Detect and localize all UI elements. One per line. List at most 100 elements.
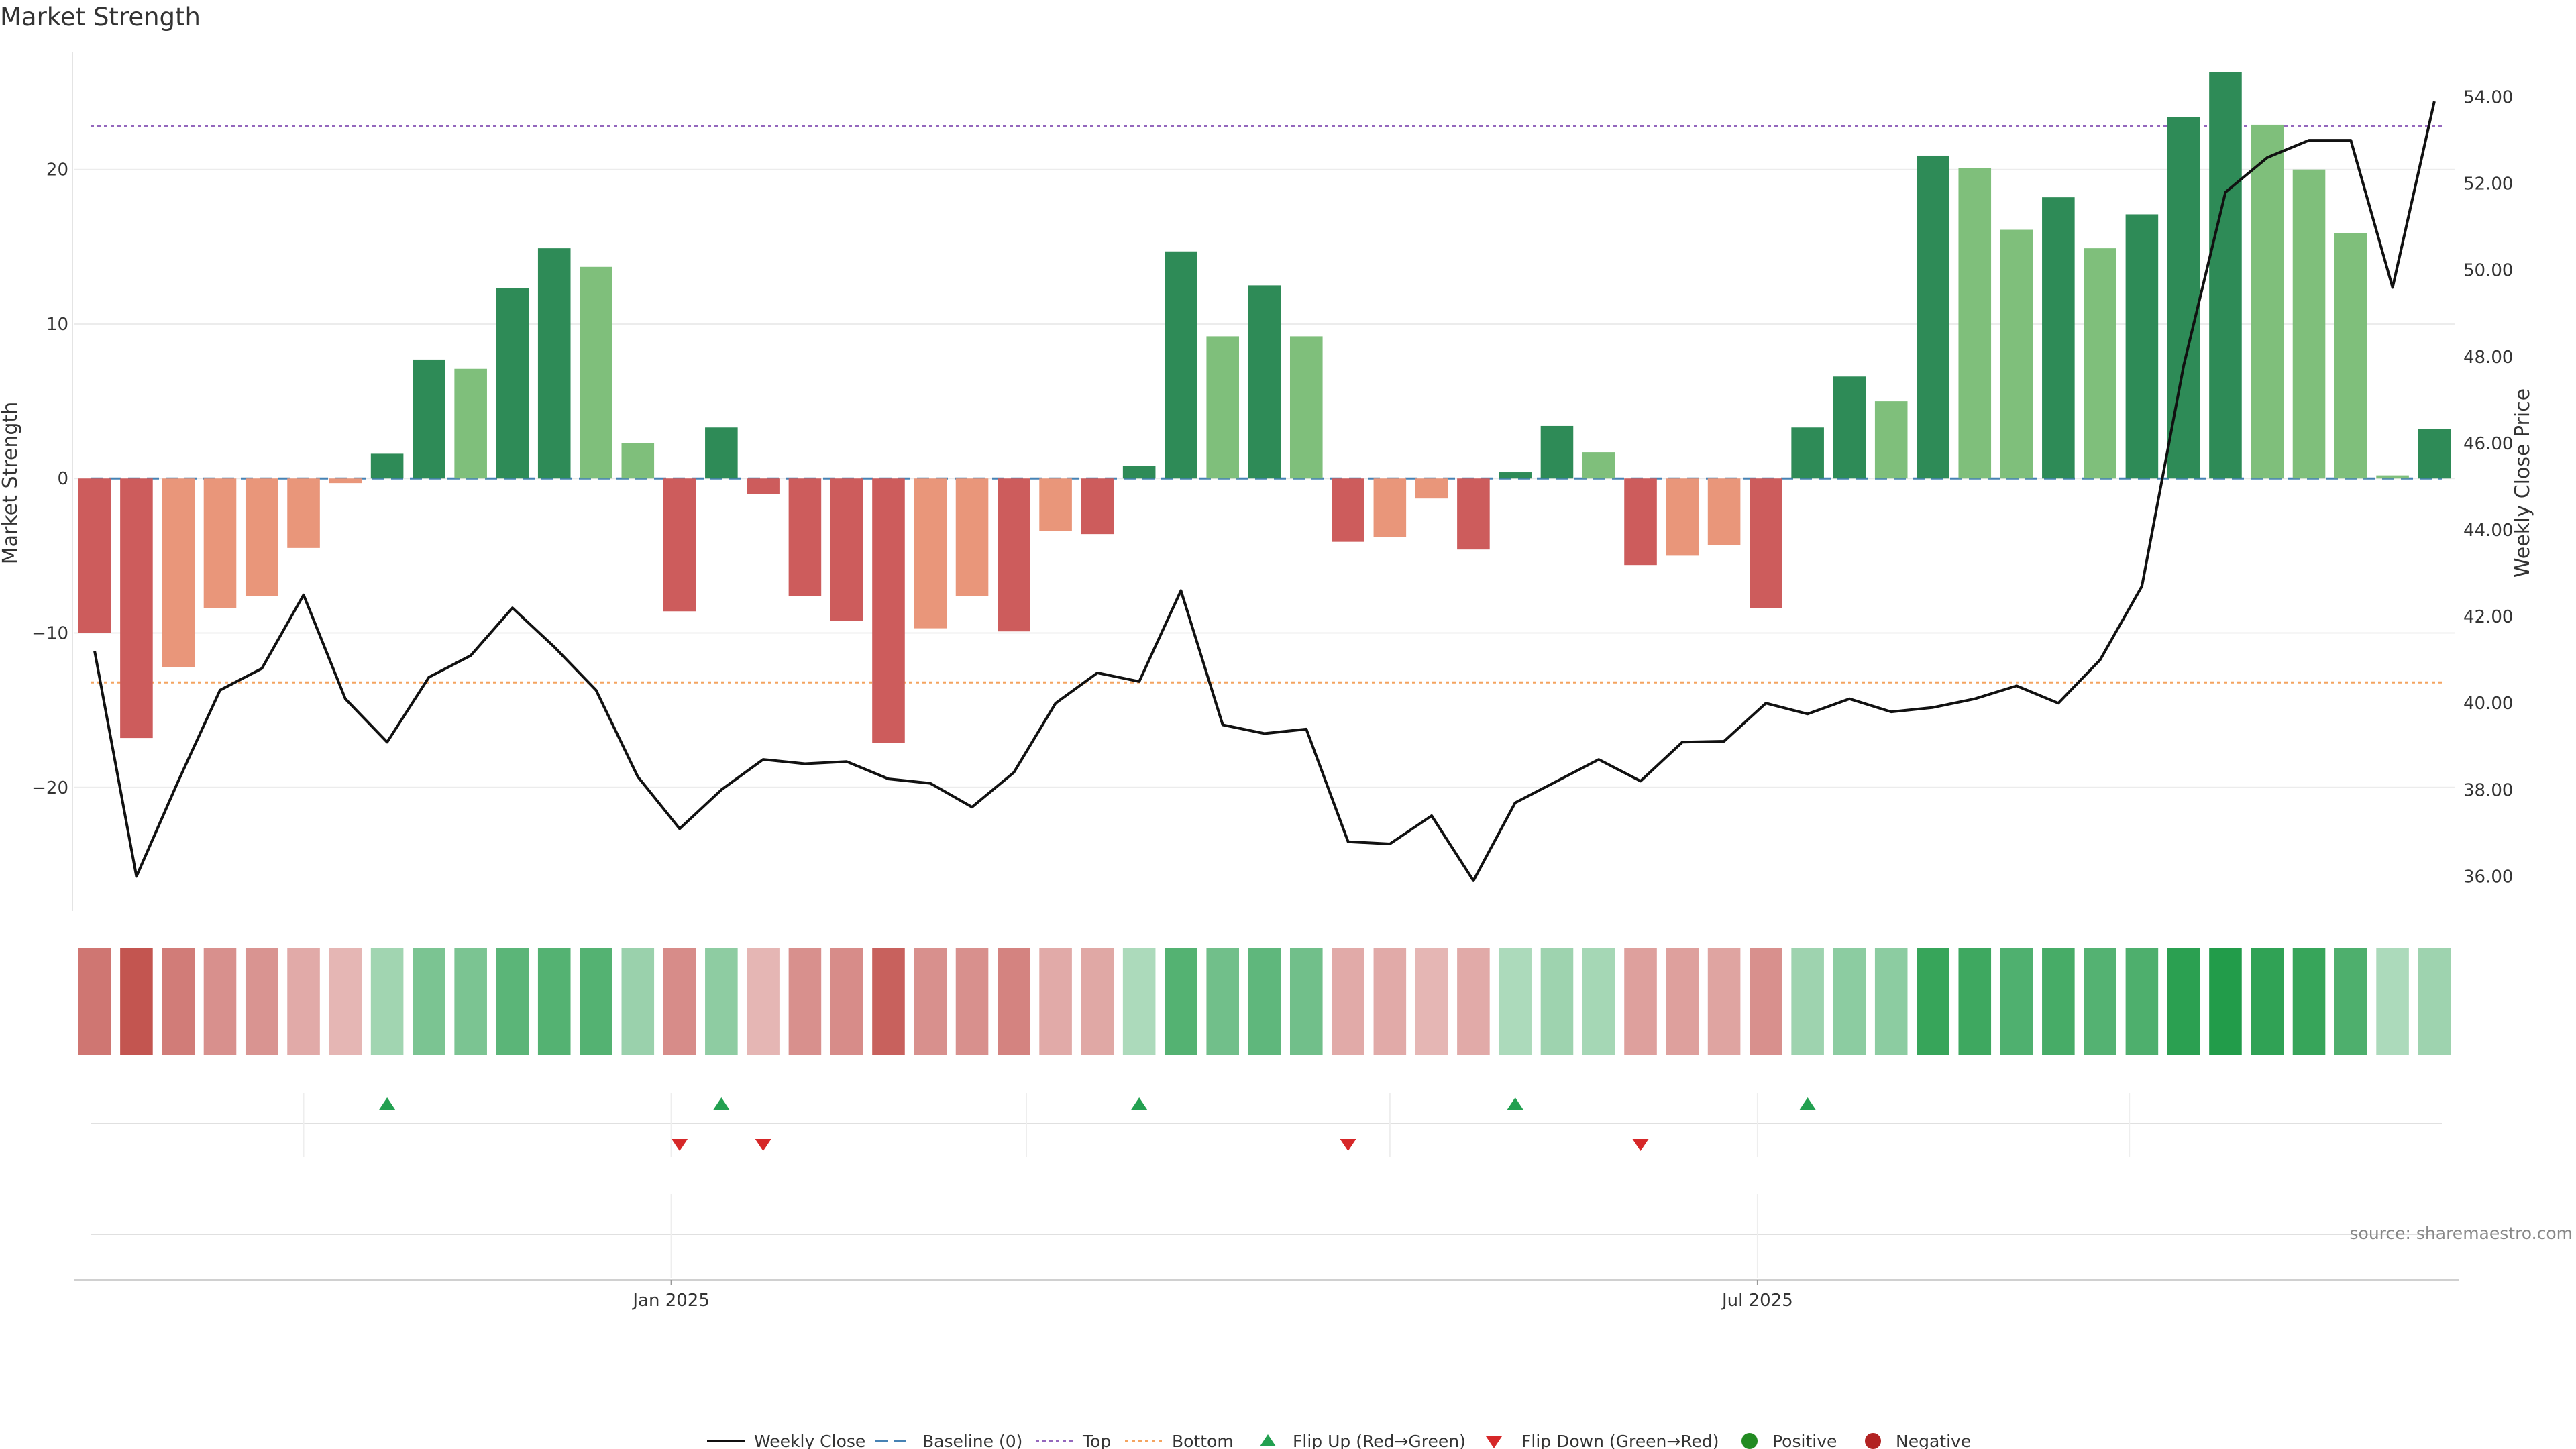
strength-band-cell (1457, 948, 1490, 1055)
legend-negative-swatch (1865, 1433, 1881, 1449)
flip-down-marker (1632, 1139, 1649, 1151)
strength-bar (580, 266, 612, 479)
strength-bar (287, 478, 320, 548)
strength-bar (788, 478, 822, 596)
strength-bar (2418, 429, 2451, 479)
strength-bar (162, 478, 195, 667)
strength-band-cell (1582, 948, 1615, 1055)
strength-band-cell (1289, 948, 1323, 1055)
strength-band-cell (2418, 948, 2451, 1055)
strength-bar (914, 478, 947, 629)
strength-bar (1917, 155, 1949, 479)
strength-bar (705, 427, 738, 479)
strength-bar (1750, 478, 1782, 608)
strength-bar (1540, 425, 1574, 479)
strength-band-cell (2334, 948, 2367, 1055)
strength-band-cell (1165, 948, 1197, 1055)
y2-tick-label: 48.00 (2463, 347, 2513, 368)
strength-bar (1248, 285, 1281, 479)
strength-band-cell (329, 948, 362, 1055)
x-tick-label: Jan 2025 (631, 1291, 710, 1311)
x-axis: Jan 2025 Jul 2025 (631, 1280, 1793, 1311)
strength-band-cell (2209, 948, 2242, 1055)
strength-bar (1499, 472, 1532, 479)
legend-bottom: Bottom (1172, 1432, 1234, 1449)
y2-tick-label: 40.00 (2463, 694, 2513, 714)
strength-band-cell (245, 948, 278, 1055)
strength-bar (2292, 169, 2326, 479)
strength-bar (2334, 233, 2367, 479)
strength-band-cell (1122, 948, 1156, 1055)
strength-band-cell (413, 948, 445, 1055)
strength-band-cell (370, 948, 404, 1055)
strength-band-cell (1540, 948, 1574, 1055)
strength-bar (1833, 376, 1866, 479)
source-note: source: sharemaestro.com (2350, 1224, 2573, 1243)
strength-band-cell (2000, 948, 2033, 1055)
strength-band-cell (955, 948, 989, 1055)
strength-band-cell (1499, 948, 1532, 1055)
y-tick-label: 10 (46, 315, 68, 335)
strength-bar (2376, 475, 2409, 479)
strength-bar (1039, 478, 1072, 531)
strength-band-cell (2125, 948, 2159, 1055)
strength-band-cell (2042, 948, 2075, 1055)
strength-band-cell (747, 948, 780, 1055)
strength-bar (1415, 478, 1448, 499)
flip-down-marker (755, 1139, 771, 1151)
legend-positive-swatch (1741, 1433, 1758, 1449)
y-tick-label: −10 (32, 624, 68, 644)
strength-bar (1624, 478, 1657, 566)
lower-panel (74, 1194, 2459, 1281)
strength-bar (1289, 336, 1323, 479)
strength-bar (2251, 124, 2284, 479)
flip-markers-panel (91, 1093, 2442, 1157)
strength-band-cell (1248, 948, 1281, 1055)
strength-bar (2084, 248, 2116, 479)
strength-band-cell (287, 948, 320, 1055)
strength-bar (1122, 466, 1156, 479)
flip-up-marker (713, 1097, 730, 1110)
strength-bar (663, 478, 696, 612)
strength-band-cell (1874, 948, 1908, 1055)
strength-bar (1666, 478, 1699, 556)
y2-tick-label: 36.00 (2463, 867, 2513, 887)
strength-band-cell (1707, 948, 1741, 1055)
strength-bar (78, 478, 111, 633)
strength-band-cell (1373, 948, 1407, 1055)
strength-band-cell (1081, 948, 1114, 1055)
strength-band-cell (1624, 948, 1657, 1055)
strength-bar (747, 478, 780, 494)
flip-up-marker (1507, 1097, 1523, 1110)
strength-band-cell (914, 948, 947, 1055)
strength-band-cell (788, 948, 822, 1055)
strength-band-cell (78, 948, 111, 1055)
flip-up-marker (1799, 1097, 1816, 1110)
legend-positive: Positive (1772, 1432, 1837, 1449)
strength-bar (1958, 168, 1992, 479)
y-axis-title-right: Weekly Close Price (2511, 388, 2534, 578)
strength-band-cell (537, 948, 571, 1055)
strength-band-cell (663, 948, 696, 1055)
strength-band-cell (1958, 948, 1992, 1055)
strength-bar (496, 288, 529, 479)
strength-band-cell (203, 948, 237, 1055)
strength-bar (621, 443, 655, 479)
strength-bar (1874, 401, 1908, 479)
strength-bar (454, 368, 487, 479)
strength-band-cell (2292, 948, 2326, 1055)
strength-bar (872, 478, 905, 743)
strength-bar (1332, 478, 1364, 542)
strength-band-cell (872, 948, 905, 1055)
legend-weekly-close: Weekly Close (754, 1432, 865, 1449)
strength-band-cell (162, 948, 195, 1055)
strength-band-cell (1206, 948, 1240, 1055)
strength-bar (120, 478, 153, 739)
weekly-close-line (93, 101, 2436, 882)
strength-band-cell (830, 948, 863, 1055)
strength-band-cell (496, 948, 529, 1055)
strength-bar (998, 478, 1030, 632)
strength-band-cell (1039, 948, 1072, 1055)
y2-tick-label: 54.00 (2463, 88, 2513, 108)
